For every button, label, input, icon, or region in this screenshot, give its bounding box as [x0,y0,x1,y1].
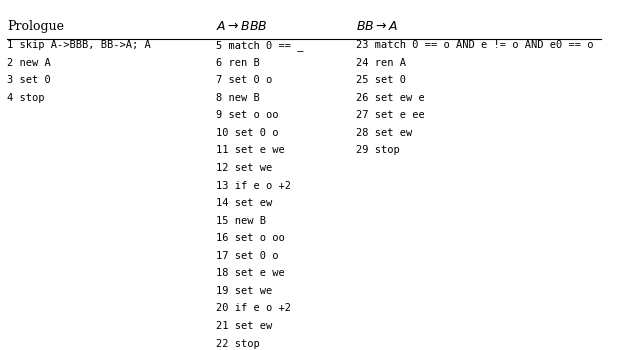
Text: 15 new B: 15 new B [216,216,266,226]
Text: 28 set ew: 28 set ew [356,128,412,138]
Text: 11 set e we: 11 set e we [216,146,285,155]
Text: 8 new B: 8 new B [216,93,260,103]
Text: 27 set e ee: 27 set e ee [356,110,424,120]
Text: 5 match 0 == _: 5 match 0 == _ [216,40,304,51]
Text: 3 set 0: 3 set 0 [8,75,51,85]
Text: 6 ren B: 6 ren B [216,58,260,68]
Text: 29 stop: 29 stop [356,146,399,155]
Text: 20 if e o +2: 20 if e o +2 [216,303,291,314]
Text: 26 set ew e: 26 set ew e [356,93,424,103]
Text: 19 set we: 19 set we [216,286,273,296]
Text: 2 new A: 2 new A [8,58,51,68]
Text: 16 set o oo: 16 set o oo [216,233,285,243]
Text: 10 set 0 o: 10 set 0 o [216,128,279,138]
Text: 1 skip A->BBB, BB->A; A: 1 skip A->BBB, BB->A; A [8,40,151,50]
Text: 9 set o oo: 9 set o oo [216,110,279,120]
Text: Prologue: Prologue [8,20,65,33]
Text: 24 ren A: 24 ren A [356,58,406,68]
Text: $A \rightarrow BBB$: $A \rightarrow BBB$ [216,20,268,33]
Text: 23 match 0 == o AND e != o AND e0 == o: 23 match 0 == o AND e != o AND e0 == o [356,40,593,50]
Text: 13 if e o +2: 13 if e o +2 [216,181,291,191]
Text: 14 set ew: 14 set ew [216,198,273,208]
Text: 17 set 0 o: 17 set 0 o [216,251,279,261]
Text: 22 stop: 22 stop [216,338,260,349]
Text: 4 stop: 4 stop [8,93,45,103]
Text: $BB \rightarrow A$: $BB \rightarrow A$ [356,20,398,33]
Text: 7 set 0 o: 7 set 0 o [216,75,273,85]
Text: 18 set e we: 18 set e we [216,268,285,278]
Text: 12 set we: 12 set we [216,163,273,173]
Text: 25 set 0: 25 set 0 [356,75,406,85]
Text: 21 set ew: 21 set ew [216,321,273,331]
